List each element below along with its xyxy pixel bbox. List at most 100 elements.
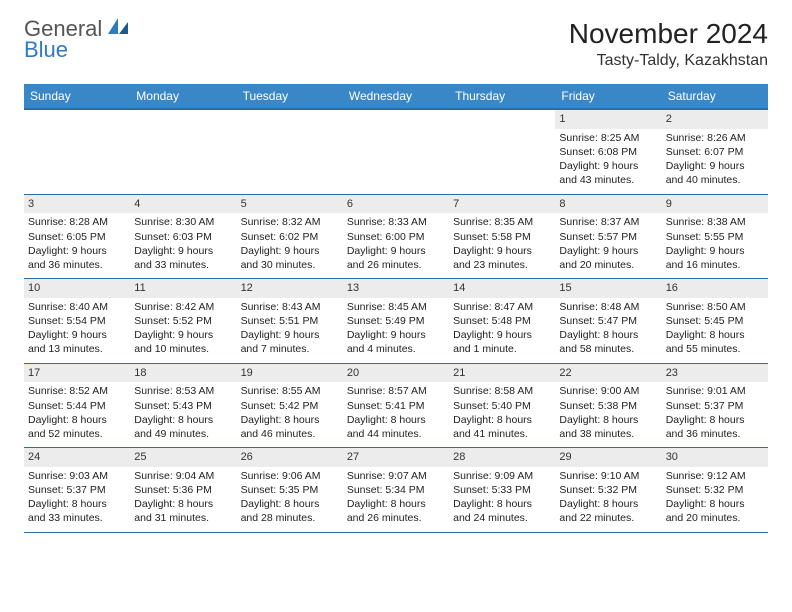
- day-number: 8: [555, 195, 661, 214]
- calendar-cell: 1Sunrise: 8:25 AMSunset: 6:08 PMDaylight…: [555, 110, 661, 194]
- calendar-cell: 18Sunrise: 8:53 AMSunset: 5:43 PMDayligh…: [130, 364, 236, 448]
- sunrise-text: Sunrise: 9:06 AM: [241, 469, 339, 483]
- day-body: Sunrise: 8:45 AMSunset: 5:49 PMDaylight:…: [343, 298, 449, 363]
- daylight-text: Daylight: 9 hours and 30 minutes.: [241, 244, 339, 272]
- brand-text: General Blue: [24, 18, 130, 61]
- day-body: Sunrise: 8:58 AMSunset: 5:40 PMDaylight:…: [449, 382, 555, 447]
- sunset-text: Sunset: 5:43 PM: [134, 399, 232, 413]
- calendar-cell: 30Sunrise: 9:12 AMSunset: 5:32 PMDayligh…: [662, 448, 768, 532]
- calendar-cell: 17Sunrise: 8:52 AMSunset: 5:44 PMDayligh…: [24, 364, 130, 448]
- sunset-text: Sunset: 6:03 PM: [134, 230, 232, 244]
- sunset-text: Sunset: 5:32 PM: [666, 483, 764, 497]
- sunrise-text: Sunrise: 8:25 AM: [559, 131, 657, 145]
- day-number: 21: [449, 364, 555, 383]
- daylight-text: Daylight: 8 hours and 49 minutes.: [134, 413, 232, 441]
- day-number: 17: [24, 364, 130, 383]
- sunset-text: Sunset: 5:37 PM: [666, 399, 764, 413]
- day-body: Sunrise: 9:03 AMSunset: 5:37 PMDaylight:…: [24, 467, 130, 532]
- daylight-text: Daylight: 9 hours and 13 minutes.: [28, 328, 126, 356]
- day-number: 7: [449, 195, 555, 214]
- weekday-label: Wednesday: [343, 84, 449, 108]
- day-number: 13: [343, 279, 449, 298]
- sunrise-text: Sunrise: 9:03 AM: [28, 469, 126, 483]
- sunset-text: Sunset: 5:44 PM: [28, 399, 126, 413]
- day-number: 22: [555, 364, 661, 383]
- sunset-text: Sunset: 5:54 PM: [28, 314, 126, 328]
- day-body: Sunrise: 9:01 AMSunset: 5:37 PMDaylight:…: [662, 382, 768, 447]
- day-body: Sunrise: 8:33 AMSunset: 6:00 PMDaylight:…: [343, 213, 449, 278]
- calendar-cell: 4Sunrise: 8:30 AMSunset: 6:03 PMDaylight…: [130, 195, 236, 279]
- calendar-cell: [237, 110, 343, 194]
- sunrise-text: Sunrise: 8:32 AM: [241, 215, 339, 229]
- sunset-text: Sunset: 5:58 PM: [453, 230, 551, 244]
- sunset-text: Sunset: 5:38 PM: [559, 399, 657, 413]
- day-number: 1: [555, 110, 661, 129]
- calendar-body: 1Sunrise: 8:25 AMSunset: 6:08 PMDaylight…: [24, 110, 768, 533]
- sunrise-text: Sunrise: 8:52 AM: [28, 384, 126, 398]
- daylight-text: Daylight: 8 hours and 22 minutes.: [559, 497, 657, 525]
- sunset-text: Sunset: 5:33 PM: [453, 483, 551, 497]
- calendar-cell: 23Sunrise: 9:01 AMSunset: 5:37 PMDayligh…: [662, 364, 768, 448]
- day-body: Sunrise: 9:00 AMSunset: 5:38 PMDaylight:…: [555, 382, 661, 447]
- day-body: Sunrise: 8:53 AMSunset: 5:43 PMDaylight:…: [130, 382, 236, 447]
- sunset-text: Sunset: 5:36 PM: [134, 483, 232, 497]
- calendar-cell: 10Sunrise: 8:40 AMSunset: 5:54 PMDayligh…: [24, 279, 130, 363]
- day-body: Sunrise: 8:25 AMSunset: 6:08 PMDaylight:…: [555, 129, 661, 194]
- sunset-text: Sunset: 6:07 PM: [666, 145, 764, 159]
- sunrise-text: Sunrise: 8:33 AM: [347, 215, 445, 229]
- page-title: November 2024: [569, 18, 768, 50]
- calendar-cell: 25Sunrise: 9:04 AMSunset: 5:36 PMDayligh…: [130, 448, 236, 532]
- sunrise-text: Sunrise: 8:35 AM: [453, 215, 551, 229]
- day-body: Sunrise: 9:07 AMSunset: 5:34 PMDaylight:…: [343, 467, 449, 532]
- daylight-text: Daylight: 9 hours and 40 minutes.: [666, 159, 764, 187]
- day-body: Sunrise: 8:32 AMSunset: 6:02 PMDaylight:…: [237, 213, 343, 278]
- day-number: 25: [130, 448, 236, 467]
- daylight-text: Daylight: 9 hours and 10 minutes.: [134, 328, 232, 356]
- sunset-text: Sunset: 5:51 PM: [241, 314, 339, 328]
- calendar-week: 1Sunrise: 8:25 AMSunset: 6:08 PMDaylight…: [24, 110, 768, 195]
- calendar-cell: 16Sunrise: 8:50 AMSunset: 5:45 PMDayligh…: [662, 279, 768, 363]
- calendar-cell: 8Sunrise: 8:37 AMSunset: 5:57 PMDaylight…: [555, 195, 661, 279]
- daylight-text: Daylight: 8 hours and 46 minutes.: [241, 413, 339, 441]
- daylight-text: Daylight: 9 hours and 16 minutes.: [666, 244, 764, 272]
- day-number: 20: [343, 364, 449, 383]
- sunrise-text: Sunrise: 8:57 AM: [347, 384, 445, 398]
- calendar-cell: 7Sunrise: 8:35 AMSunset: 5:58 PMDaylight…: [449, 195, 555, 279]
- sail-icon: [108, 18, 130, 40]
- day-number: 26: [237, 448, 343, 467]
- calendar-cell: 3Sunrise: 8:28 AMSunset: 6:05 PMDaylight…: [24, 195, 130, 279]
- calendar-week: 10Sunrise: 8:40 AMSunset: 5:54 PMDayligh…: [24, 279, 768, 364]
- calendar-cell: 20Sunrise: 8:57 AMSunset: 5:41 PMDayligh…: [343, 364, 449, 448]
- sunrise-text: Sunrise: 8:42 AM: [134, 300, 232, 314]
- day-number: 10: [24, 279, 130, 298]
- sunrise-text: Sunrise: 8:58 AM: [453, 384, 551, 398]
- day-number: 24: [24, 448, 130, 467]
- day-body: Sunrise: 9:06 AMSunset: 5:35 PMDaylight:…: [237, 467, 343, 532]
- day-number: 16: [662, 279, 768, 298]
- calendar: Sunday Monday Tuesday Wednesday Thursday…: [24, 84, 768, 533]
- day-number: 14: [449, 279, 555, 298]
- daylight-text: Daylight: 9 hours and 36 minutes.: [28, 244, 126, 272]
- day-body: Sunrise: 8:28 AMSunset: 6:05 PMDaylight:…: [24, 213, 130, 278]
- day-number: 3: [24, 195, 130, 214]
- page-header: General Blue November 2024 Tasty-Taldy, …: [24, 18, 768, 70]
- sunrise-text: Sunrise: 8:53 AM: [134, 384, 232, 398]
- day-body: Sunrise: 8:52 AMSunset: 5:44 PMDaylight:…: [24, 382, 130, 447]
- sunrise-text: Sunrise: 9:12 AM: [666, 469, 764, 483]
- sunset-text: Sunset: 5:32 PM: [559, 483, 657, 497]
- sunset-text: Sunset: 5:35 PM: [241, 483, 339, 497]
- sunset-text: Sunset: 5:42 PM: [241, 399, 339, 413]
- sunset-text: Sunset: 5:47 PM: [559, 314, 657, 328]
- title-block: November 2024 Tasty-Taldy, Kazakhstan: [569, 18, 768, 70]
- day-number: 27: [343, 448, 449, 467]
- calendar-cell: 29Sunrise: 9:10 AMSunset: 5:32 PMDayligh…: [555, 448, 661, 532]
- daylight-text: Daylight: 8 hours and 55 minutes.: [666, 328, 764, 356]
- daylight-text: Daylight: 8 hours and 33 minutes.: [28, 497, 126, 525]
- calendar-cell: 15Sunrise: 8:48 AMSunset: 5:47 PMDayligh…: [555, 279, 661, 363]
- daylight-text: Daylight: 9 hours and 23 minutes.: [453, 244, 551, 272]
- sunrise-text: Sunrise: 8:30 AM: [134, 215, 232, 229]
- daylight-text: Daylight: 8 hours and 24 minutes.: [453, 497, 551, 525]
- sunrise-text: Sunrise: 8:28 AM: [28, 215, 126, 229]
- sunrise-text: Sunrise: 8:26 AM: [666, 131, 764, 145]
- daylight-text: Daylight: 8 hours and 20 minutes.: [666, 497, 764, 525]
